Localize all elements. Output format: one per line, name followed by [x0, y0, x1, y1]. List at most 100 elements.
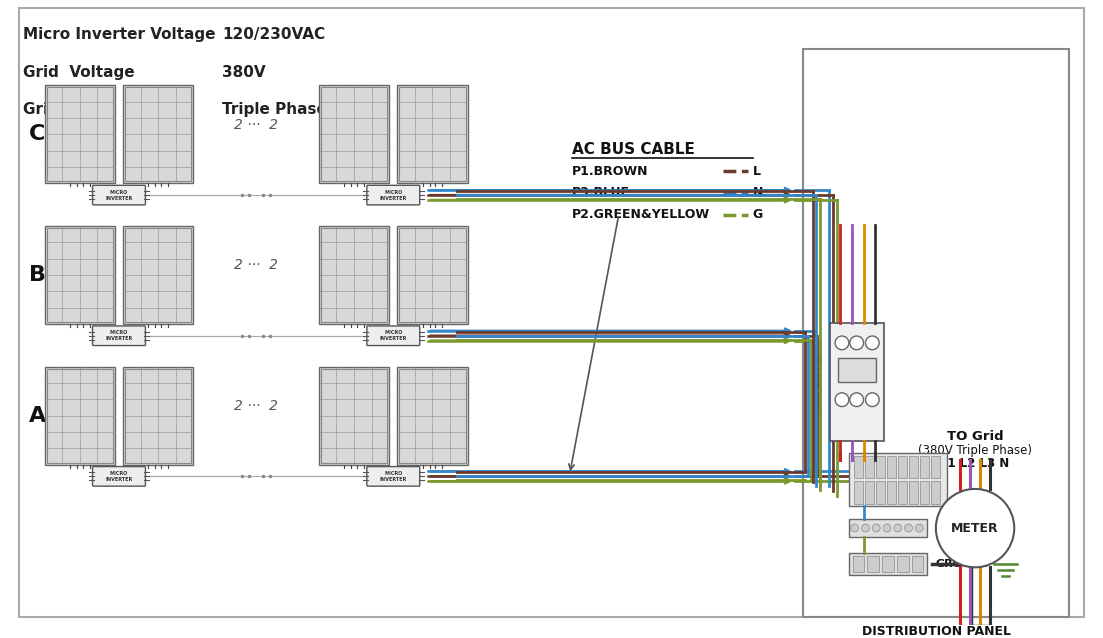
Bar: [44, 367, 115, 464]
Bar: [125, 87, 192, 181]
Circle shape: [835, 393, 849, 406]
Bar: [122, 85, 193, 183]
Text: 120/230VAC: 120/230VAC: [222, 27, 325, 43]
Text: MICRO
INVERTER: MICRO INVERTER: [379, 330, 407, 341]
Bar: [876, 456, 885, 478]
Circle shape: [893, 524, 902, 532]
Text: BREAKER: BREAKER: [813, 353, 824, 411]
Text: MICRO
INVERTER: MICRO INVERTER: [106, 189, 132, 200]
Bar: [920, 482, 929, 503]
Text: Triple Phase: Triple Phase: [222, 102, 326, 117]
Bar: [397, 85, 468, 183]
Text: MICRO
INVERTER: MICRO INVERTER: [106, 330, 132, 341]
Bar: [849, 554, 928, 575]
Bar: [854, 482, 863, 503]
Text: 2 ···  2: 2 ··· 2: [234, 117, 278, 131]
Bar: [931, 456, 940, 478]
Bar: [46, 228, 114, 322]
Circle shape: [872, 524, 880, 532]
Circle shape: [884, 524, 891, 532]
FancyBboxPatch shape: [93, 466, 146, 486]
Bar: [319, 367, 389, 464]
Bar: [44, 226, 115, 324]
Text: P3.BLUE: P3.BLUE: [571, 186, 630, 200]
Text: Grid Type: Grid Type: [23, 102, 104, 117]
Bar: [909, 456, 918, 478]
Text: MICRO
INVERTER: MICRO INVERTER: [106, 471, 132, 482]
Circle shape: [866, 336, 879, 350]
Text: P2.GREEN&YELLOW: P2.GREEN&YELLOW: [571, 208, 709, 221]
Bar: [399, 228, 465, 322]
Bar: [399, 369, 465, 463]
Bar: [849, 519, 928, 537]
Text: (380V Triple Phase): (380V Triple Phase): [918, 444, 1032, 457]
Text: DISTRIBUTION PANEL: DISTRIBUTION PANEL: [861, 625, 1010, 638]
Bar: [122, 226, 193, 324]
Text: P1.BROWN: P1.BROWN: [571, 165, 649, 178]
Text: Grid  Voltage: Grid Voltage: [23, 64, 135, 80]
Text: MICRO
INVERTER: MICRO INVERTER: [379, 189, 407, 200]
Bar: [397, 367, 468, 464]
Circle shape: [935, 489, 1015, 567]
Bar: [321, 228, 387, 322]
Bar: [397, 226, 468, 324]
Circle shape: [849, 336, 864, 350]
Bar: [125, 228, 192, 322]
Text: N: N: [753, 186, 763, 200]
Bar: [931, 482, 940, 503]
FancyBboxPatch shape: [367, 466, 420, 486]
Bar: [898, 456, 907, 478]
Bar: [321, 87, 387, 181]
Circle shape: [866, 393, 879, 406]
Text: 380V: 380V: [222, 64, 266, 80]
Bar: [46, 87, 114, 181]
Bar: [319, 226, 389, 324]
Text: TO Grid: TO Grid: [946, 430, 1004, 443]
FancyBboxPatch shape: [367, 326, 420, 346]
Text: A: A: [29, 406, 46, 426]
Text: 2 ···  2: 2 ··· 2: [234, 258, 278, 272]
Bar: [887, 482, 896, 503]
Bar: [920, 456, 929, 478]
Bar: [898, 482, 907, 503]
Bar: [46, 369, 114, 463]
Bar: [399, 87, 465, 181]
Circle shape: [915, 524, 923, 532]
Text: L1 L2 L3 N: L1 L2 L3 N: [941, 457, 1009, 470]
Bar: [321, 369, 387, 463]
Text: MICRO
INVERTER: MICRO INVERTER: [379, 471, 407, 482]
Text: AC BUS CABLE: AC BUS CABLE: [571, 142, 695, 157]
Bar: [854, 456, 863, 478]
Bar: [911, 556, 923, 572]
FancyBboxPatch shape: [93, 326, 146, 346]
Circle shape: [849, 393, 864, 406]
Bar: [838, 357, 876, 382]
Bar: [849, 452, 946, 507]
Circle shape: [904, 524, 912, 532]
FancyBboxPatch shape: [367, 185, 420, 205]
Bar: [122, 367, 193, 464]
Text: GROUND: GROUND: [935, 560, 989, 569]
Bar: [831, 323, 885, 441]
Bar: [887, 456, 896, 478]
Text: G: G: [753, 208, 763, 221]
Bar: [44, 85, 115, 183]
Text: METER: METER: [951, 522, 999, 535]
Text: NEUTRAL: NEUTRAL: [935, 523, 993, 533]
Bar: [125, 369, 192, 463]
Text: L: L: [753, 165, 761, 178]
Bar: [803, 49, 1069, 617]
Bar: [909, 482, 918, 503]
Text: C: C: [29, 124, 45, 144]
FancyBboxPatch shape: [93, 185, 146, 205]
Bar: [319, 85, 389, 183]
Circle shape: [850, 524, 858, 532]
Bar: [876, 482, 885, 503]
Circle shape: [835, 336, 849, 350]
Text: B: B: [29, 265, 46, 285]
Text: 2 ···  2: 2 ··· 2: [234, 399, 278, 413]
Bar: [867, 556, 879, 572]
Bar: [882, 556, 893, 572]
Bar: [853, 556, 865, 572]
Bar: [897, 556, 909, 572]
